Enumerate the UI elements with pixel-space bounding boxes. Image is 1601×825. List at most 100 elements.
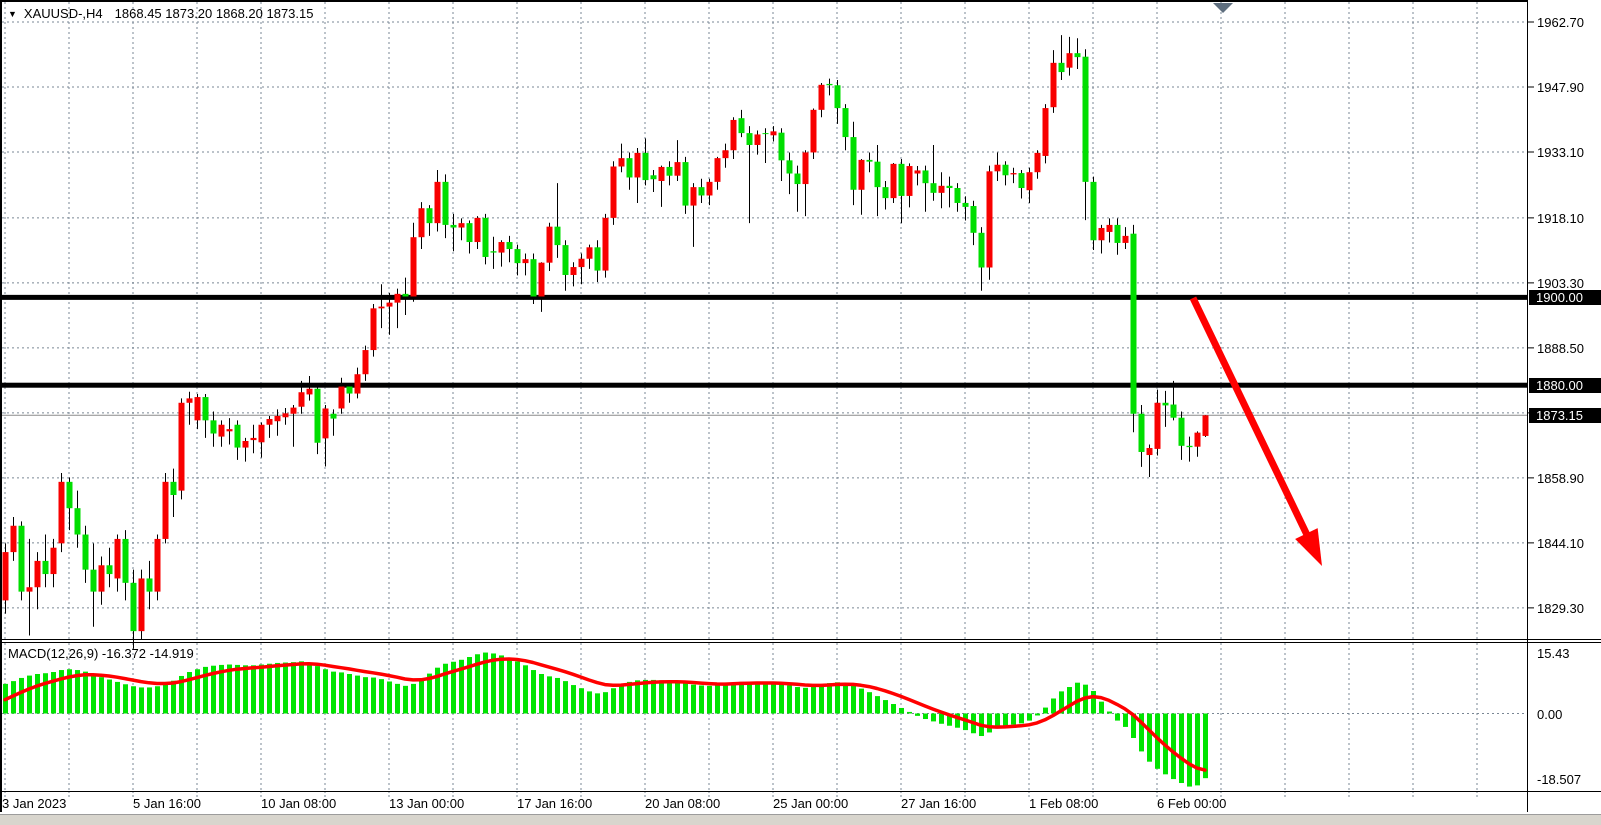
macd-histogram-bar bbox=[563, 681, 568, 714]
macd-histogram-bar bbox=[275, 662, 280, 714]
candle-body bbox=[330, 413, 337, 419]
candle-body bbox=[754, 134, 761, 145]
candle-body bbox=[154, 538, 161, 592]
candle-body bbox=[850, 137, 857, 190]
macd-histogram-bar bbox=[379, 679, 384, 714]
candle-body bbox=[682, 162, 689, 206]
candle-body bbox=[866, 159, 873, 162]
macd-histogram-bar bbox=[843, 683, 848, 714]
price-level-line[interactable] bbox=[0, 382, 1527, 388]
candle-body bbox=[706, 181, 713, 196]
macd-histogram-bar bbox=[1139, 713, 1144, 752]
macd-histogram-bar bbox=[179, 675, 184, 714]
candle-body bbox=[434, 181, 441, 224]
time-axis-label: 10 Jan 08:00 bbox=[261, 796, 337, 811]
candle-body bbox=[2, 552, 9, 601]
macd-histogram-bar bbox=[1131, 713, 1136, 738]
macd-histogram-bar bbox=[819, 685, 824, 714]
candle-body bbox=[954, 188, 961, 203]
macd-histogram-bar bbox=[19, 677, 24, 714]
price-tick-label: 1962.70 bbox=[1537, 15, 1584, 30]
candle-body bbox=[458, 223, 465, 228]
time-axis-label: 27 Jan 16:00 bbox=[901, 796, 977, 811]
macd-histogram-bar bbox=[531, 670, 536, 714]
macd-histogram-bar bbox=[163, 683, 168, 714]
macd-histogram-bar bbox=[715, 685, 720, 714]
macd-histogram-bar bbox=[243, 665, 248, 714]
macd-histogram-bar bbox=[947, 713, 952, 726]
price-marker-box: 1880.00 bbox=[1529, 377, 1601, 393]
macd-histogram-bar bbox=[1091, 690, 1096, 714]
macd-histogram-bar bbox=[731, 682, 736, 714]
macd-tick-label: 15.43 bbox=[1537, 645, 1570, 661]
candle-body bbox=[242, 440, 249, 448]
candle-body bbox=[314, 388, 321, 443]
candle-body bbox=[26, 587, 33, 592]
macd-histogram-bar bbox=[931, 713, 936, 722]
candle-body bbox=[530, 259, 537, 297]
macd-histogram-bar bbox=[1123, 713, 1128, 727]
candle-body bbox=[98, 565, 105, 592]
macd-histogram-bar bbox=[923, 713, 928, 720]
candle-body bbox=[746, 133, 753, 145]
candle-body bbox=[1082, 56, 1089, 182]
macd-histogram-bar bbox=[859, 688, 864, 714]
macd-histogram-bar bbox=[1115, 713, 1120, 721]
macd-histogram-bar bbox=[403, 685, 408, 714]
candle-body bbox=[1026, 172, 1033, 191]
candle-body bbox=[730, 119, 737, 151]
candle-body bbox=[1114, 224, 1121, 243]
macd-histogram-bar bbox=[467, 657, 472, 714]
macd-histogram-bar bbox=[331, 671, 336, 714]
macd-histogram-bar bbox=[603, 692, 608, 714]
macd-histogram-bar bbox=[811, 687, 816, 714]
symbol-dropdown-icon[interactable]: ▼ bbox=[8, 8, 17, 19]
candle-body bbox=[74, 508, 81, 535]
macd-histogram-bar bbox=[939, 713, 944, 724]
candle-body bbox=[290, 407, 297, 414]
time-axis-label: 25 Jan 00:00 bbox=[773, 796, 849, 811]
macd-histogram-bar bbox=[115, 681, 120, 714]
macd-histogram-bar bbox=[635, 680, 640, 714]
trend-arrow-head[interactable] bbox=[1295, 528, 1322, 566]
macd-histogram-bar bbox=[699, 685, 704, 714]
macd-histogram-bar bbox=[139, 687, 144, 714]
candle-body bbox=[906, 166, 913, 196]
chart-top-border bbox=[0, 0, 1527, 2]
macd-histogram-bar bbox=[907, 711, 912, 714]
candle-body bbox=[298, 392, 305, 407]
candle-body bbox=[1010, 173, 1017, 175]
macd-histogram-bar bbox=[291, 662, 296, 714]
macd-histogram-bar bbox=[643, 679, 648, 714]
macd-histogram-bar bbox=[779, 683, 784, 714]
candle-body bbox=[898, 163, 905, 196]
price-tick-label: 1844.10 bbox=[1537, 535, 1584, 551]
candle-body bbox=[666, 166, 673, 176]
macd-histogram-bar bbox=[1195, 713, 1200, 786]
macd-histogram-bar bbox=[1019, 713, 1024, 724]
macd-histogram-bar bbox=[123, 684, 128, 714]
macd-tick-label: -18.507 bbox=[1537, 772, 1582, 787]
candle-body bbox=[610, 166, 617, 218]
candle-body bbox=[882, 187, 889, 199]
macd-histogram-bar bbox=[675, 681, 680, 714]
candle-body bbox=[714, 158, 721, 182]
macd-histogram-bar bbox=[27, 675, 32, 714]
candle-body bbox=[194, 397, 201, 421]
macd-histogram-bar bbox=[219, 664, 224, 714]
macd-histogram-bar bbox=[1067, 687, 1072, 714]
macd-histogram-bar bbox=[475, 654, 480, 714]
candle-body bbox=[1106, 224, 1113, 232]
macd-histogram-bar bbox=[1043, 707, 1048, 714]
price-level-line[interactable] bbox=[0, 294, 1527, 300]
macd-histogram-bar bbox=[195, 669, 200, 714]
macd-histogram-bar bbox=[427, 673, 432, 714]
candle-body bbox=[386, 302, 393, 307]
trend-arrow-shaft[interactable] bbox=[1189, 296, 1313, 541]
candle-body bbox=[506, 242, 513, 250]
candle-body bbox=[266, 419, 273, 425]
macd-histogram-bar bbox=[1203, 713, 1208, 779]
macd-histogram-bar bbox=[571, 685, 576, 714]
price-marker-box: 1900.00 bbox=[1529, 289, 1601, 305]
